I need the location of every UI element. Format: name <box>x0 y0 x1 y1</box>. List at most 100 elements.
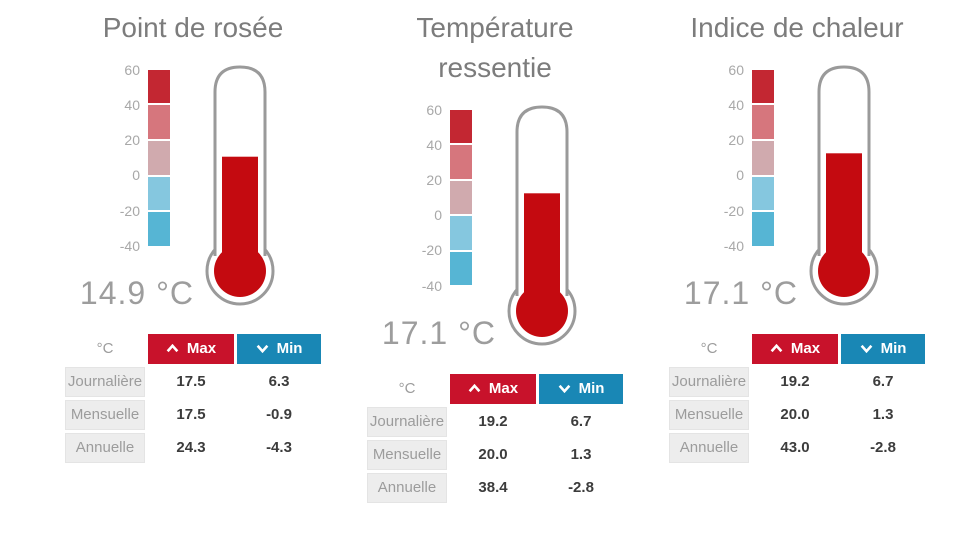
scale-segment <box>752 212 774 246</box>
chevron-down-icon <box>558 384 570 393</box>
thermometer-gauge <box>205 65 275 306</box>
max-value-cell: 43.0 <box>780 439 810 457</box>
min-label: Min <box>276 340 303 358</box>
scale-tick: 0 <box>434 207 442 224</box>
scale-segment <box>752 176 774 211</box>
extremes-table: °C Max Min Journalière 19.2 6.7 Mensuell… <box>669 333 925 463</box>
max-value-cell: 19.2 <box>478 413 508 430</box>
panel-feels-like: Température ressentie 60 40 20 0 -20 -40 <box>344 8 646 503</box>
row-label: Journalière <box>367 406 447 437</box>
scale-tick: -40 <box>723 237 744 254</box>
row-label: Mensuelle <box>669 399 749 430</box>
unit-label: °C <box>700 340 718 358</box>
max-label: Max <box>488 380 519 397</box>
weather-extremes-dashboard: Point de rosée 60 40 20 0 -20 -40 <box>42 8 948 503</box>
scale-segment <box>752 140 774 175</box>
unit-label: °C <box>398 380 416 397</box>
scale-color-bar <box>450 109 472 286</box>
max-column-button[interactable]: Max <box>450 373 536 404</box>
scale-segment <box>450 145 472 179</box>
scale-segment <box>450 251 472 286</box>
min-value-cell: 1.3 <box>570 446 592 463</box>
min-label: Min <box>578 380 605 397</box>
scale-tick: -40 <box>421 277 442 294</box>
row-label: Mensuelle <box>65 399 145 430</box>
temperature-scale: 60 40 20 0 -20 -40 <box>410 102 472 294</box>
row-label: Annuelle <box>669 432 749 463</box>
scale-tick: 0 <box>736 167 744 184</box>
scale-tick: -20 <box>723 202 744 219</box>
max-value-cell: 19.2 <box>780 373 810 391</box>
thermometer-gauge <box>809 65 879 306</box>
min-column-button[interactable]: Min <box>841 333 925 364</box>
scale-segment <box>148 105 170 139</box>
chevron-up-icon <box>770 344 783 353</box>
max-label: Max <box>790 340 821 358</box>
temperature-scale: 60 40 20 0 -20 -40 <box>108 62 170 254</box>
scale-segment <box>450 109 472 144</box>
max-value-cell: 20.0 <box>780 406 810 424</box>
scale-segment <box>752 105 774 139</box>
min-column-button[interactable]: Min <box>237 333 321 364</box>
min-value-cell: -0.9 <box>266 406 292 424</box>
min-value-cell: 6.3 <box>268 373 290 391</box>
row-label: Annuelle <box>367 472 447 503</box>
scale-segment <box>148 140 170 175</box>
scale-tick: -20 <box>119 202 140 219</box>
min-label: Min <box>880 340 907 358</box>
row-label: Journalière <box>669 366 749 397</box>
row-label: Journalière <box>65 366 145 397</box>
temperature-scale: 60 40 20 0 -20 -40 <box>712 62 774 254</box>
row-label: Annuelle <box>65 432 145 463</box>
max-value-cell: 17.5 <box>176 373 206 391</box>
scale-tick: 20 <box>728 132 744 149</box>
scale-tick: 40 <box>728 96 744 113</box>
thermometer-block: 60 40 20 0 -20 -40 <box>382 102 580 351</box>
extremes-table: °C Max Min Journalière 19.2 6.7 Mensuell… <box>367 373 623 503</box>
thermometer-block: 60 40 20 0 -20 -40 <box>684 62 882 311</box>
min-value-cell: 6.7 <box>570 413 592 430</box>
scale-segment <box>752 69 774 104</box>
scale-tick: 20 <box>124 132 140 149</box>
min-value-cell: 6.7 <box>872 373 894 391</box>
max-label: Max <box>186 340 217 358</box>
scale-tick: -40 <box>119 237 140 254</box>
panel-dew-point: Point de rosée 60 40 20 0 -20 -40 <box>42 8 344 503</box>
chevron-up-icon <box>166 344 179 353</box>
thermometer-gauge <box>507 104 577 345</box>
extremes-table: °C Max Min Journalière 17.5 6.3 Mensuell… <box>65 333 321 463</box>
chevron-down-icon <box>256 345 268 354</box>
unit-label: °C <box>96 340 114 358</box>
scale-segment <box>450 216 472 250</box>
scale-color-bar <box>148 69 170 246</box>
row-label: Mensuelle <box>367 439 447 470</box>
scale-tick: 0 <box>132 167 140 184</box>
scale-tick: 60 <box>426 101 442 118</box>
max-value-cell: 20.0 <box>478 446 508 463</box>
scale-tick: 20 <box>426 171 442 188</box>
scale-segment <box>148 212 170 246</box>
min-column-button[interactable]: Min <box>539 373 623 404</box>
panel-title: Point de rosée <box>102 12 284 43</box>
thermometer-block: 60 40 20 0 -20 -40 <box>80 62 278 311</box>
scale-segment <box>148 69 170 104</box>
max-column-button[interactable]: Max <box>148 333 234 364</box>
scale-tick: 60 <box>728 61 744 78</box>
panel-heat-index: Indice de chaleur 60 40 20 0 -20 -40 <box>646 8 948 503</box>
max-value-cell: 24.3 <box>176 439 206 457</box>
min-value-cell: -2.8 <box>568 479 594 496</box>
max-value-cell: 38.4 <box>478 479 508 496</box>
scale-tick: -20 <box>421 242 442 259</box>
scale-segment <box>450 180 472 215</box>
panel-title: Indice de chaleur <box>690 12 904 43</box>
scale-color-bar <box>752 69 774 246</box>
scale-tick: 60 <box>124 61 140 78</box>
panel-title: Température ressentie <box>416 12 574 83</box>
min-value-cell: -4.3 <box>266 439 292 457</box>
chevron-down-icon <box>860 345 872 354</box>
scale-tick: 40 <box>124 96 140 113</box>
current-value: 17.1 °C <box>381 314 496 351</box>
scale-segment <box>148 176 170 211</box>
current-value: 17.1 °C <box>683 274 798 311</box>
max-column-button[interactable]: Max <box>752 333 838 364</box>
